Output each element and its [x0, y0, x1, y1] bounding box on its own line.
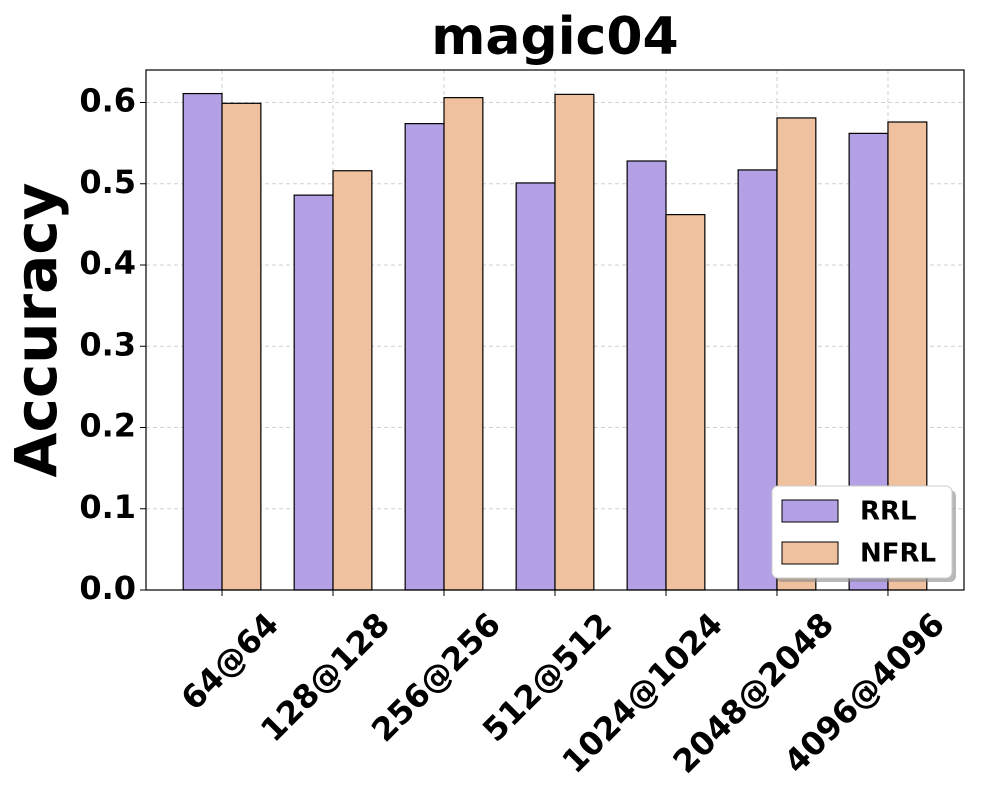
bar: [626, 160, 667, 591]
x-tick-label: 64@64: [174, 605, 286, 717]
y-tick-label: 0.4: [79, 244, 136, 282]
legend-label: RRL: [860, 497, 917, 527]
legend-label: NFRL: [860, 539, 936, 569]
bar: [737, 169, 778, 591]
plot-frame: [145, 69, 965, 591]
bar: [293, 194, 334, 591]
y-tick-label: 0.6: [79, 82, 136, 120]
y-tick-label: 0.1: [79, 488, 136, 526]
chart-title: magic04: [431, 7, 679, 67]
bar: [554, 93, 595, 591]
bar: [221, 102, 262, 591]
bar: [443, 97, 484, 591]
bar: [332, 170, 373, 591]
y-tick-label: 0.3: [79, 325, 136, 363]
y-tick-label: 0.2: [79, 407, 136, 445]
y-tick-label: 0.0: [79, 569, 136, 607]
bar: [182, 92, 223, 591]
legend-swatch: [781, 541, 839, 565]
bar: [515, 182, 556, 591]
y-axis-label: Accuracy: [2, 183, 70, 478]
y-tick-label: 0.5: [79, 163, 136, 201]
bar: [665, 214, 706, 591]
bar: [404, 123, 445, 591]
legend-swatch: [781, 499, 839, 523]
